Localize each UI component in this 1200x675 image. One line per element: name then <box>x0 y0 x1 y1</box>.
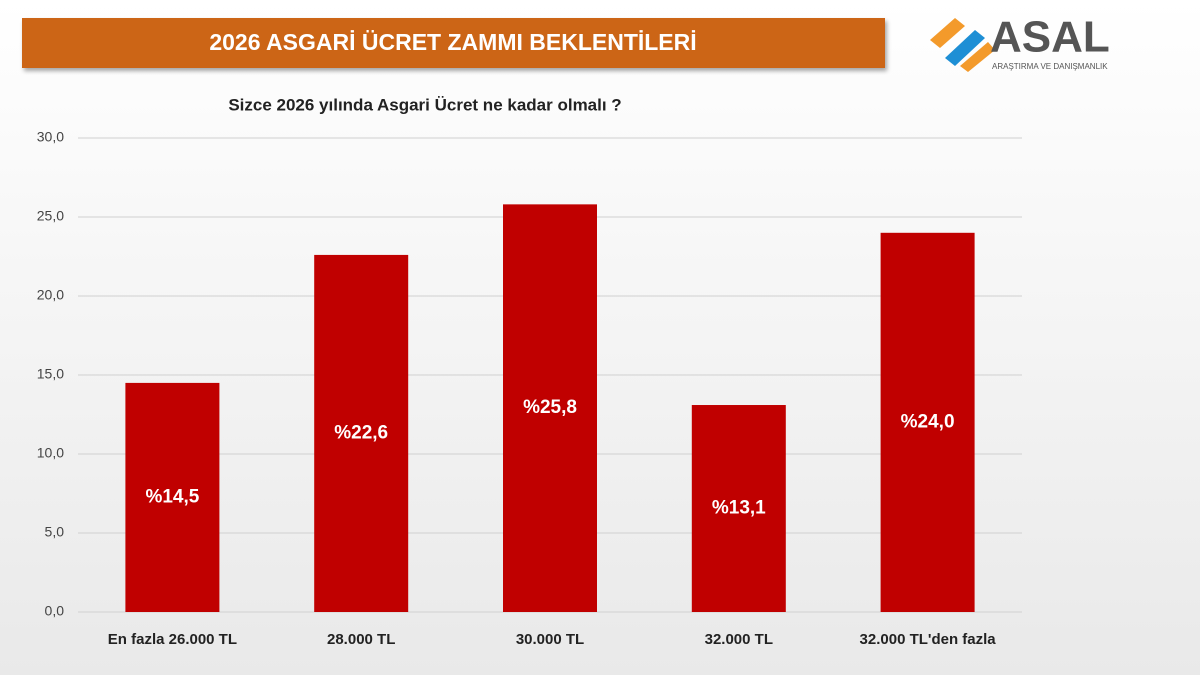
x-tick-label: 32.000 TL <box>705 631 773 648</box>
bar <box>125 382 220 612</box>
value-label: %13,1 <box>712 498 766 519</box>
bar <box>880 232 975 613</box>
value-label: %22,6 <box>334 422 388 443</box>
bar <box>691 405 786 612</box>
y-tick-label: 15,0 <box>37 366 64 382</box>
logo-shape <box>945 30 985 66</box>
y-tick-label: 5,0 <box>45 524 65 540</box>
logo-text: ASAL <box>990 13 1110 62</box>
value-label: %14,5 <box>145 486 199 507</box>
value-label: %24,0 <box>901 411 955 432</box>
y-tick-label: 0,0 <box>45 603 65 619</box>
logo-shape <box>930 18 965 48</box>
value-label: %25,8 <box>523 397 577 418</box>
logo: ASAL ARAŞTIRMA VE DANIŞMANLIK <box>930 13 1110 72</box>
y-tick-label: 30,0 <box>37 129 64 145</box>
x-tick-label: 28.000 TL <box>327 631 395 648</box>
chart-subtitle: Sizce 2026 yılında Asgari Ücret ne kadar… <box>228 95 621 114</box>
y-tick-label: 10,0 <box>37 445 64 461</box>
bar <box>503 204 597 613</box>
x-tick-label: En fazla 26.000 TL <box>108 631 237 648</box>
title-banner <box>22 18 885 68</box>
y-tick-label: 25,0 <box>37 208 64 224</box>
x-tick-label: 30.000 TL <box>516 631 584 648</box>
bar <box>314 254 409 613</box>
x-tick-label: 32.000 TL'den fazla <box>860 631 997 648</box>
logo-shape <box>960 42 995 72</box>
chart-title: 2026 ASGARİ ÜCRET ZAMMI BEKLENTİLERİ <box>209 29 696 55</box>
logo-tagline: ARAŞTIRMA VE DANIŞMANLIK <box>992 62 1108 71</box>
y-tick-label: 20,0 <box>37 287 64 303</box>
